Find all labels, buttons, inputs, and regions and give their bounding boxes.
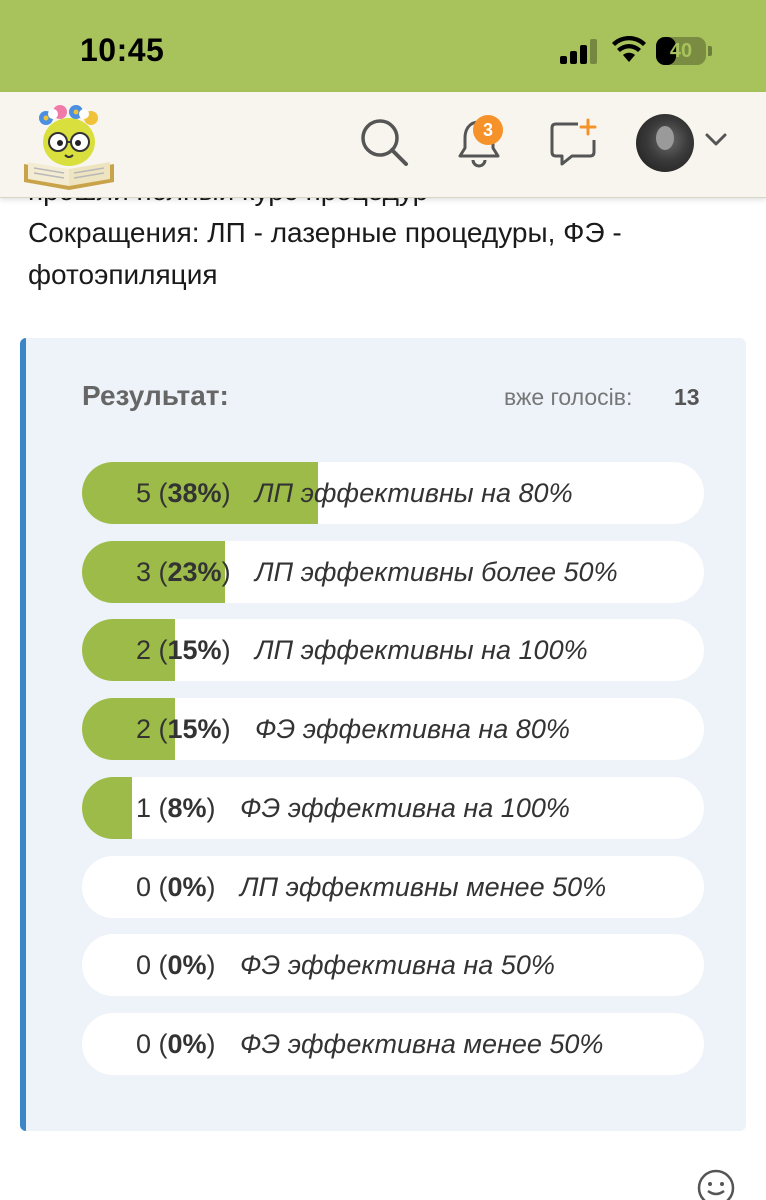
top-navigation (0, 92, 766, 198)
poll-option-percent: 15% (167, 714, 222, 744)
poll-option-percent: 23% (167, 557, 222, 587)
user-avatar[interactable] (636, 114, 694, 172)
poll-option-count: 5 (38%) (136, 478, 231, 508)
poll-results-card: Результат: вже голосів: 13 5 (38%) ЛП эфф… (20, 338, 746, 1131)
votes-label: вже голосів: (504, 384, 633, 410)
chat-add-icon[interactable] (548, 118, 600, 168)
poll-option[interactable]: 0 (0%) ФЭ эффективна на 50% (82, 934, 704, 996)
poll-option-count: 0 (0%) (136, 950, 216, 980)
cellular-signal-icon (560, 38, 600, 64)
search-icon[interactable] (358, 116, 410, 168)
battery-percent: 40 (669, 40, 693, 62)
poll-option-percent: 15% (167, 635, 222, 665)
status-time: 10:45 (80, 32, 165, 68)
poll-option-percent: 0% (167, 1029, 207, 1059)
poll-option-count: 3 (23%) (136, 557, 231, 587)
poll-option-label: ЛП эффективны на 100% (255, 635, 588, 665)
poll-option[interactable]: 2 (15%) ФЭ эффективна на 80% (82, 698, 704, 760)
poll-option[interactable]: 0 (0%) ЛП эффективны менее 50% (82, 856, 704, 918)
poll-option-bar (82, 541, 225, 603)
poll-option-label: ЛП эффективны на 80% (255, 478, 573, 508)
smile-emoji-icon[interactable] (696, 1168, 736, 1200)
poll-option-label: ФЭ эффективна менее 50% (240, 1029, 604, 1059)
poll-option-label: ЛП эффективны менее 50% (240, 872, 607, 902)
poll-title: Результат: (82, 380, 229, 411)
chevron-down-icon[interactable] (704, 132, 728, 148)
battery-level (656, 37, 676, 65)
poll-option[interactable]: 1 (8%) ФЭ эффективна на 100% (82, 777, 704, 839)
poll-option-percent: 8% (167, 793, 207, 823)
poll-option[interactable]: 0 (0%) ФЭ эффективна менее 50% (82, 1013, 704, 1075)
site-logo[interactable] (20, 102, 118, 192)
battery-icon: 40 (656, 37, 706, 65)
poll-option-label: ФЭ эффективна на 100% (240, 793, 570, 823)
poll-option[interactable]: 3 (23%) ЛП эффективны более 50% (82, 541, 704, 603)
poll-option-bar (82, 462, 318, 524)
poll-option-count: 2 (15%) (136, 714, 231, 744)
poll-option[interactable]: 5 (38%) ЛП эффективны на 80% (82, 462, 704, 524)
battery-cap (708, 46, 712, 56)
poll-option-label: ЛП эффективны более 50% (255, 557, 618, 587)
post-text-line: фотоэпиляция (28, 259, 218, 290)
status-bar: 10:45 40 (0, 0, 766, 92)
poll-option-percent: 0% (167, 872, 207, 902)
poll-option[interactable]: 2 (15%) ЛП эффективны на 100% (82, 619, 704, 681)
poll-option-count: 0 (0%) (136, 1029, 216, 1059)
poll-option-label: ФЭ эффективна на 50% (240, 950, 555, 980)
poll-option-count: 1 (8%) (136, 793, 216, 823)
poll-option-count: 2 (15%) (136, 635, 231, 665)
poll-option-percent: 38% (167, 478, 222, 508)
post-text-line: Сокращения: ЛП - лазерные процедуры, ФЭ … (28, 217, 622, 248)
poll-option-label: ФЭ эффективна на 80% (255, 714, 570, 744)
poll-option-percent: 0% (167, 950, 207, 980)
notification-badge[interactable]: 3 (473, 115, 503, 145)
votes-count: 13 (674, 384, 700, 410)
wifi-icon (612, 36, 646, 62)
poll-option-bar (82, 698, 175, 760)
poll-option-bar (82, 777, 132, 839)
poll-option-count: 0 (0%) (136, 872, 216, 902)
poll-option-bar (82, 619, 175, 681)
